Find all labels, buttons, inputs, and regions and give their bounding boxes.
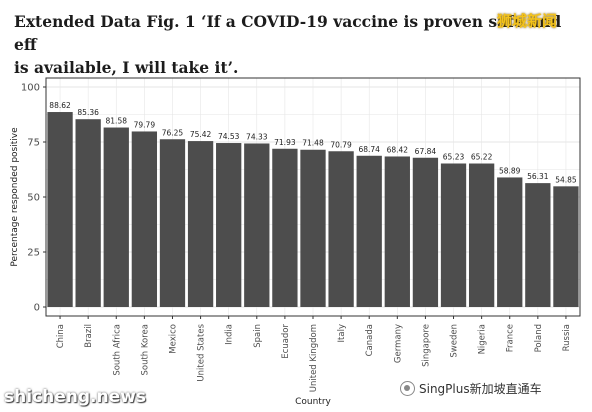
x-tick-label: India [225,324,235,345]
data-label: 54.85 [555,175,577,184]
data-label: 56.31 [527,172,549,181]
data-label: 88.62 [49,101,71,110]
bar [468,163,495,307]
data-label: 85.36 [77,108,99,117]
bar [75,119,101,307]
x-tick-label: Poland [534,324,544,352]
x-tick-label: Sweden [450,324,460,358]
figure-heading: Extended Data Fig. 1 ‘If a COVID-19 vacc… [14,10,584,79]
figure-heading-line1: Extended Data Fig. 1 ‘If a COVID-19 vacc… [14,12,562,54]
bar [553,186,579,307]
watermark-bottom-left: shicheng.news [4,387,146,407]
data-label: 74.33 [246,132,268,141]
y-axis-label: Percentage responded positive [10,127,20,267]
bar-layer [47,112,579,307]
wechat-logo-icon [400,381,415,396]
bar [356,155,382,307]
data-label: 74.53 [218,132,240,141]
y-tick-label: 25 [27,248,40,259]
x-tick-label: United Kingdom [309,324,319,392]
data-label: 71.93 [274,138,296,147]
y-tick-label: 0 [34,303,40,314]
bar [272,148,298,307]
x-tick-label: Italy [337,324,347,342]
bar [412,157,439,307]
y-tick-label: 75 [27,138,40,149]
x-tick-label: Russia [562,324,572,351]
watermark-bottom-right: SingPlus新加坡直通车 [400,380,542,397]
y-tick-label: 50 [27,193,40,204]
x-axis-label: Country [295,397,331,407]
data-label: 81.58 [106,117,128,126]
bar [47,112,73,307]
bar [384,156,410,307]
panel-border [45,77,581,317]
x-tick-label: China [56,324,66,348]
data-label: 68.42 [387,145,409,154]
data-label: 79.79 [134,120,156,129]
data-label: 76.25 [162,128,184,137]
bar [440,163,467,307]
data-label: 65.23 [443,152,465,161]
bar [525,183,551,307]
bar [244,143,270,307]
x-tick-label: Mexico [168,324,178,354]
x-tick-label: South Africa [112,324,122,376]
x-tick-label: United States [197,323,207,381]
watermark-top-right: 狮城新闻 [497,12,558,30]
x-tick-label: Canada [365,324,375,356]
data-label-layer: 88.62 85.36 81.58 79.79 76.25 75.42 74.53 74.33… [49,101,577,184]
bar [131,131,158,307]
bar [216,143,242,307]
x-tick-label: Spain [253,324,263,348]
data-label: 65.22 [471,153,493,162]
bar [497,177,523,307]
x-tick-label: Ecuador [281,323,291,358]
watermark-bottom-right-text: SingPlus新加坡直通车 [419,382,542,396]
data-label: 71.48 [302,139,324,148]
bar [103,127,129,307]
data-label: 68.74 [358,145,380,154]
data-label: 75.42 [190,130,212,139]
x-tick-label: South Korea [140,324,150,376]
bar [328,151,354,307]
y-tick-layer: 0 25 50 75 100 [21,83,46,314]
bar [300,149,326,307]
x-tick-label: Germany [393,324,403,363]
y-tick-label: 100 [21,83,40,94]
x-tick-label: France [506,324,516,352]
x-tick-label: Singapore [421,324,431,367]
x-tick-label: Nigeria [478,324,488,354]
figure-heading-line2: is available, I will take it’. [14,58,239,77]
bar [159,139,186,307]
x-tick-label: Brazil [84,324,94,348]
data-label: 70.79 [330,140,352,149]
data-label: 67.84 [415,147,437,156]
bar [187,141,214,307]
data-label: 58.89 [499,166,521,175]
x-tick-layer: China Brazil South Africa South Korea Mexico… [56,316,572,392]
